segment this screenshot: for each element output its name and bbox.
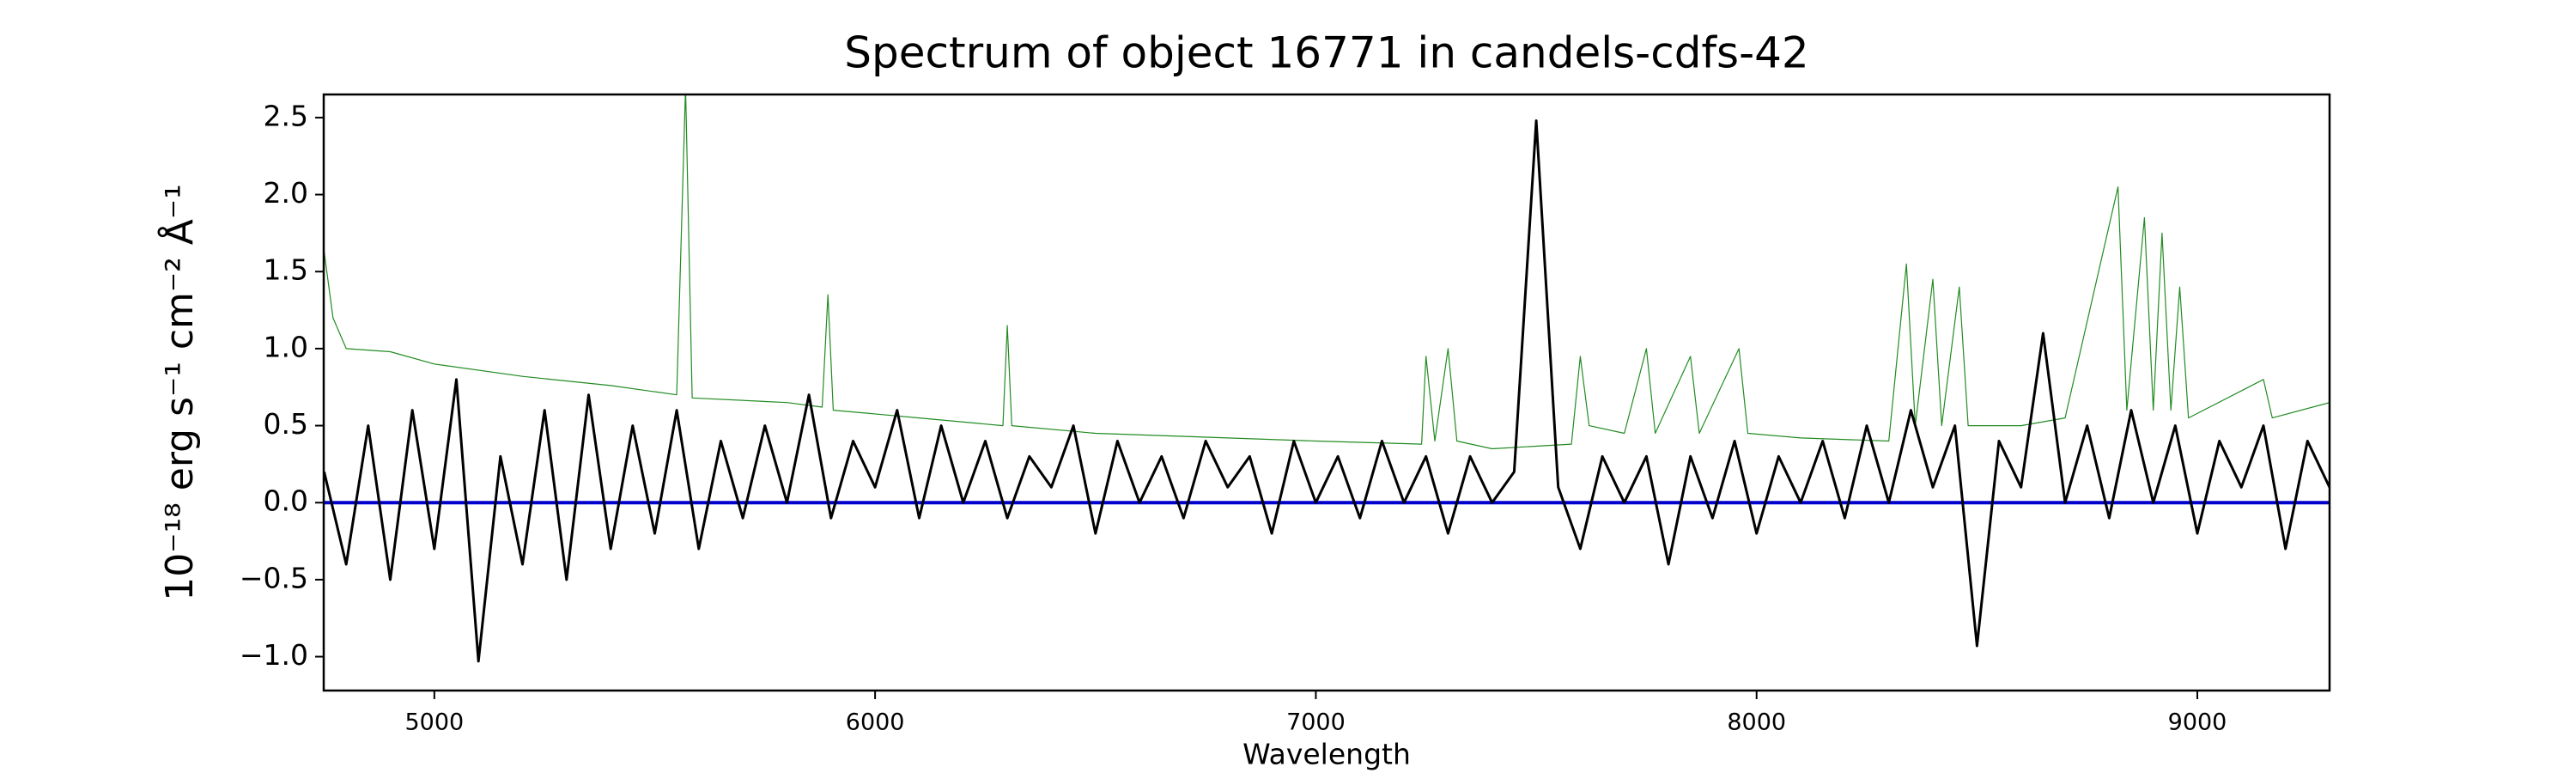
- spectrum-line: [324, 94, 2330, 450]
- plot-frame: [322, 93, 2331, 692]
- plot-area: [324, 94, 2330, 663]
- y-axis-label: 10⁻¹⁸ erg s⁻¹ cm⁻² Å⁻¹: [156, 184, 202, 600]
- y-tick-label: 1.5: [264, 253, 308, 287]
- y-tick-label: 2.5: [264, 99, 308, 132]
- y-tick-label: −0.5: [240, 561, 308, 594]
- x-tick-label: 5000: [404, 709, 464, 736]
- x-axis-label: Wavelength: [1242, 738, 1411, 771]
- y-tick-label: 0.0: [264, 484, 308, 518]
- x-tick-label: 7000: [1286, 709, 1346, 736]
- x-tick-label: 6000: [846, 709, 905, 736]
- spectrum-line: [324, 119, 2330, 663]
- y-tick-label: 1.0: [264, 330, 308, 363]
- chart-title: Spectrum of object 16771 in candels-cdfs…: [844, 28, 1809, 78]
- y-tick-label: 0.5: [264, 407, 308, 441]
- y-tick-label: 2.0: [264, 176, 308, 210]
- y-tick-label: −1.0: [240, 638, 308, 672]
- x-tick-label: 9000: [2168, 709, 2227, 736]
- x-tick-label: 8000: [1727, 709, 1786, 736]
